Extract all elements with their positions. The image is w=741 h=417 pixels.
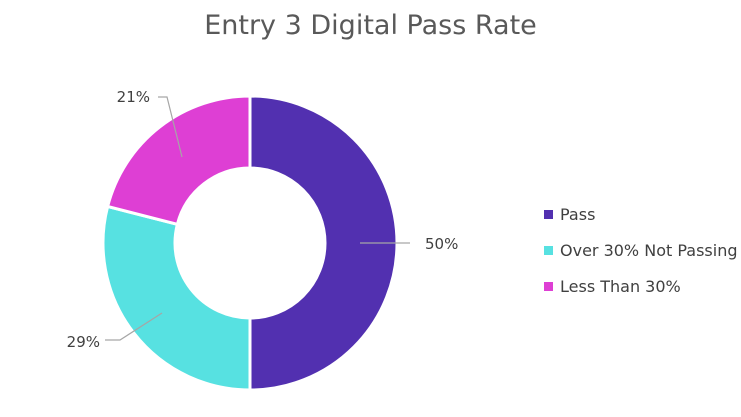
leader-line-over-30-not-passing: [105, 312, 163, 341]
leader-line-less-than-30: [158, 96, 183, 158]
legend-swatch-less-than-30: [544, 281, 553, 291]
legend-swatch-over-30-not-passing: [544, 245, 553, 255]
legend-item-pass: Pass: [544, 196, 737, 232]
chart-legend: Pass Over 30% Not Passing Less Than 30%: [544, 196, 737, 304]
data-label-pass: 50%: [425, 235, 458, 253]
legend-label-less-than-30: Less Than 30%: [560, 276, 681, 296]
legend-item-over-30-not-passing: Over 30% Not Passing: [544, 232, 737, 268]
data-label-over-30-not-passing: 29%: [67, 333, 100, 351]
legend-label-pass: Pass: [560, 204, 596, 224]
legend-item-less-than-30: Less Than 30%: [544, 268, 737, 304]
slice-less-than-30: [105, 94, 252, 227]
slice-over-30-not-passing: [101, 204, 252, 392]
chart-title: Entry 3 Digital Pass Rate: [204, 10, 537, 41]
data-label-less-than-30: 21%: [117, 88, 150, 106]
legend-label-over-30-not-passing: Over 30% Not Passing: [560, 240, 738, 260]
legend-swatch-pass: [544, 209, 553, 219]
slice-pass: [248, 94, 399, 392]
